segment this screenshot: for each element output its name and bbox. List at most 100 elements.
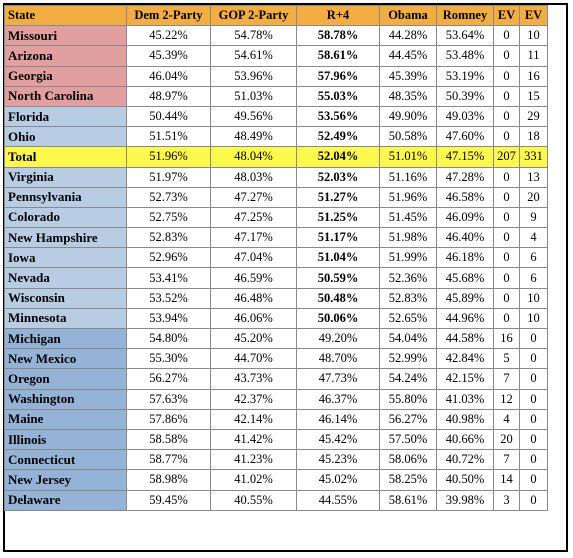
gop-cell: 46.06% [210, 307, 297, 330]
obama-cell: 58.61% [379, 489, 437, 511]
gop-cell: 45.20% [210, 327, 297, 350]
r4-cell: 48.70% [296, 348, 380, 370]
romney-cell: 46.58% [436, 186, 494, 208]
header-obama: Obama [379, 4, 437, 27]
ev-romney-cell: 0 [493, 105, 520, 128]
ev-romney-cell: 0 [493, 166, 520, 188]
ev-romney-cell: 12 [493, 388, 520, 410]
ev-romney-cell: 7 [493, 449, 520, 471]
obama-cell: 45.39% [379, 65, 437, 87]
romney-cell: 47.15% [436, 146, 494, 168]
gop-cell: 46.59% [210, 267, 297, 289]
r4-cell: 50.59% [296, 267, 380, 289]
dem-cell: 52.75% [126, 206, 211, 229]
table-row: New Jersey 58.98% 41.02% 45.02% 58.25% 40.50%… [4, 469, 548, 491]
r4-cell: 55.03% [296, 85, 380, 107]
state-cell: Pennsylvania [4, 186, 127, 208]
state-cell: Florida [4, 105, 127, 128]
romney-cell: 53.48% [436, 45, 494, 67]
ev-obama-cell: 331 [519, 146, 548, 168]
table-row: Connecticut 58.77% 41.23% 45.23% 58.06% 40.72… [4, 449, 548, 471]
state-cell: North Carolina [4, 85, 127, 107]
table-row: Minnesota 53.94% 46.06% 50.06% 52.65% 44.96% 0… [4, 307, 548, 330]
table-row: Georgia 46.04% 53.96% 57.96% 45.39% 53.19% 0 16 [4, 65, 548, 87]
dem-cell: 58.77% [126, 449, 211, 471]
gop-cell: 47.27% [210, 186, 297, 208]
ev-obama-cell: 0 [519, 388, 548, 410]
ev-romney-cell: 14 [493, 469, 520, 491]
ev-obama-cell: 10 [519, 25, 548, 47]
r4-cell: 58.61% [296, 45, 380, 67]
state-cell: Connecticut [4, 449, 127, 471]
header-r4: R+4 [296, 4, 380, 27]
obama-cell: 44.28% [379, 25, 437, 47]
r4-cell: 46.37% [296, 388, 380, 410]
gop-cell: 48.03% [210, 166, 297, 188]
obama-cell: 54.24% [379, 368, 437, 390]
dem-cell: 45.39% [126, 45, 211, 67]
ev-obama-cell: 16 [519, 65, 548, 87]
state-cell: Total [4, 146, 127, 168]
ev-romney-cell: 0 [493, 206, 520, 229]
table-row: Washington 57.63% 42.37% 46.37% 55.80% 41.03%… [4, 388, 548, 410]
dem-cell: 55.30% [126, 348, 211, 370]
table-row: Iowa 52.96% 47.04% 51.04% 51.99% 46.18% 0 6 [4, 247, 548, 269]
r4-cell: 50.48% [296, 287, 380, 309]
ev-obama-cell: 10 [519, 287, 548, 309]
r4-cell: 52.04% [296, 146, 380, 168]
obama-cell: 51.96% [379, 186, 437, 208]
ev-romney-cell: 0 [493, 227, 520, 249]
table-row: Michigan 54.80% 45.20% 49.20% 54.04% 44.58% 16… [4, 327, 548, 350]
header-state: State [4, 4, 127, 27]
gop-cell: 47.17% [210, 227, 297, 249]
dem-cell: 59.45% [126, 489, 211, 511]
romney-cell: 46.18% [436, 247, 494, 269]
table-row: Oregon 56.27% 43.73% 47.73% 54.24% 42.15% 7 0 [4, 368, 548, 390]
ev-romney-cell: 20 [493, 428, 520, 451]
ev-romney-cell: 0 [493, 307, 520, 330]
ev-obama-cell: 9 [519, 206, 548, 229]
ev-obama-cell: 0 [519, 428, 548, 451]
state-cell: Nevada [4, 267, 127, 289]
gop-cell: 49.56% [210, 105, 297, 128]
gop-cell: 41.42% [210, 428, 297, 451]
romney-cell: 40.98% [436, 408, 494, 430]
ev-obama-cell: 29 [519, 105, 548, 128]
dem-cell: 46.04% [126, 65, 211, 87]
table-row: Colorado 52.75% 47.25% 51.25% 51.45% 46.09% 0 9 [4, 206, 548, 229]
gop-cell: 48.49% [210, 126, 297, 148]
obama-cell: 52.83% [379, 287, 437, 309]
obama-cell: 56.27% [379, 408, 437, 430]
romney-cell: 50.39% [436, 85, 494, 107]
obama-cell: 44.45% [379, 45, 437, 67]
dem-cell: 53.41% [126, 267, 211, 289]
romney-cell: 40.72% [436, 449, 494, 471]
dem-cell: 53.52% [126, 287, 211, 309]
state-cell: Illinois [4, 428, 127, 451]
r4-cell: 46.14% [296, 408, 380, 430]
state-cell: Delaware [4, 489, 127, 511]
romney-cell: 53.19% [436, 65, 494, 87]
table-row: New Mexico 55.30% 44.70% 48.70% 52.99% 42.84%… [4, 348, 548, 370]
dem-cell: 58.98% [126, 469, 211, 491]
r4-cell: 45.42% [296, 428, 380, 451]
table-row: Wisconsin 53.52% 46.48% 50.48% 52.83% 45.89% 0… [4, 287, 548, 309]
ev-romney-cell: 0 [493, 25, 520, 47]
ev-romney-cell: 0 [493, 45, 520, 67]
state-cell: Ohio [4, 126, 127, 148]
table-row: Illinois 58.58% 41.42% 45.42% 57.50% 40.66% 20… [4, 428, 548, 451]
table-row: Maine 57.86% 42.14% 46.14% 56.27% 40.98% 4 0 [4, 408, 548, 430]
ev-obama-cell: 10 [519, 307, 548, 330]
dem-cell: 51.96% [126, 146, 211, 168]
romney-cell: 45.89% [436, 287, 494, 309]
romney-cell: 41.03% [436, 388, 494, 410]
ev-romney-cell: 0 [493, 85, 520, 107]
dem-cell: 57.63% [126, 388, 211, 410]
election-table: State Dem 2-Party GOP 2-Party R+4 Obama … [4, 4, 548, 511]
ev-obama-cell: 18 [519, 126, 548, 148]
obama-cell: 48.35% [379, 85, 437, 107]
table-row: Nevada 53.41% 46.59% 50.59% 52.36% 45.68% 0 6 [4, 267, 548, 289]
ev-obama-cell: 0 [519, 449, 548, 471]
ev-obama-cell: 4 [519, 227, 548, 249]
gop-cell: 54.61% [210, 45, 297, 67]
